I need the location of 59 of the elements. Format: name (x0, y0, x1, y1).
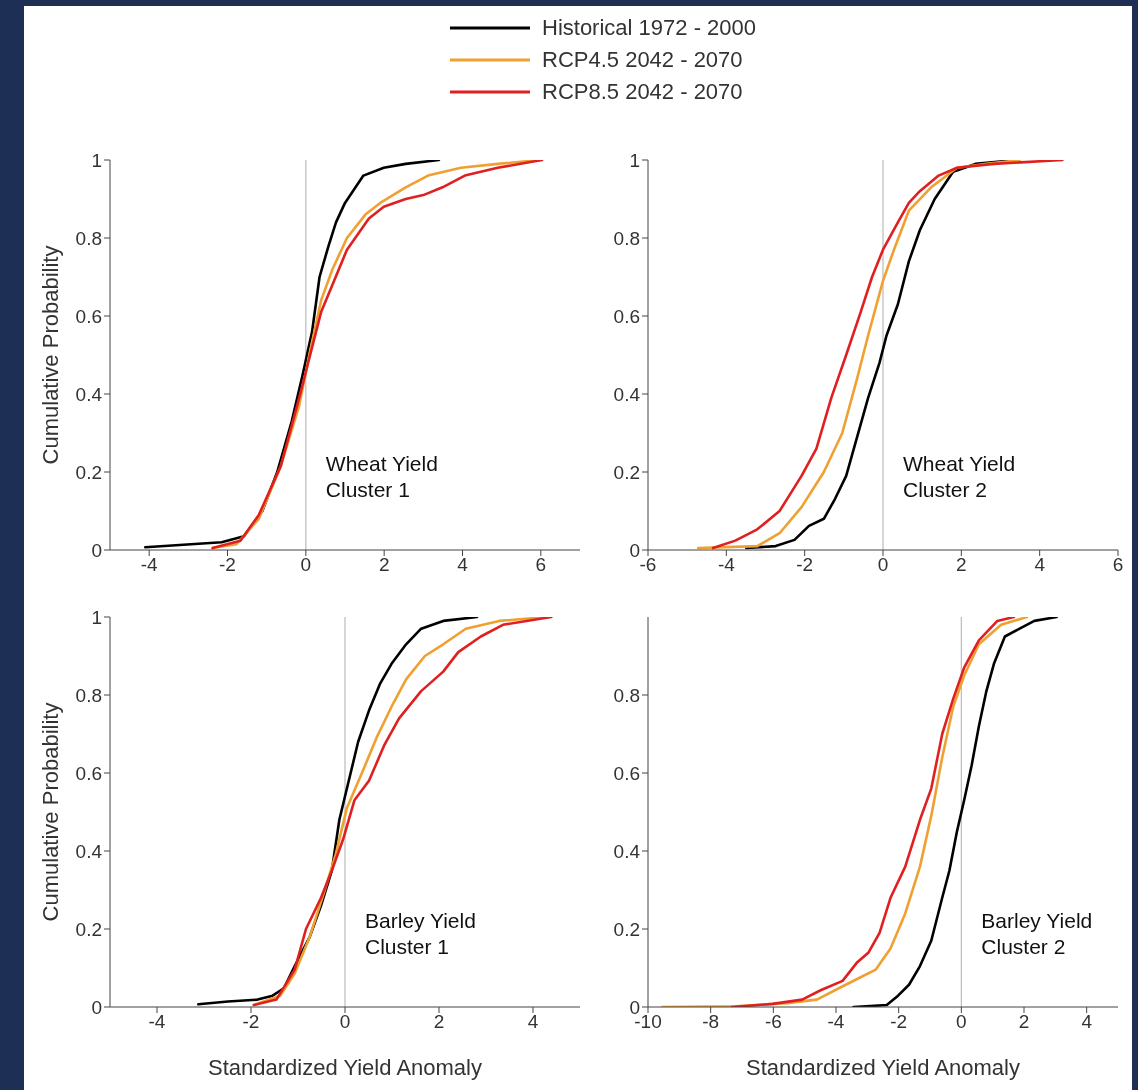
y-tick-label: 0 (629, 539, 640, 561)
y-tick-label: 0.8 (75, 684, 102, 706)
x-tick-label: 6 (535, 554, 547, 576)
x-axis-title: Standardized Yield Anomaly (746, 1055, 1020, 1080)
x-tick-label: -2 (890, 1011, 908, 1033)
y-tick-label: 0.8 (613, 227, 640, 249)
y-tick-label: 0 (91, 539, 102, 561)
x-tick-label: -6 (639, 554, 657, 576)
x-tick-label: -2 (796, 554, 814, 576)
y-tick-label: 0.2 (75, 461, 102, 483)
x-tick-label: -4 (140, 554, 159, 576)
legend-label: Historical 1972 - 2000 (542, 15, 757, 41)
x-tick-label: -8 (702, 1011, 720, 1033)
x-tick-label: 4 (527, 1011, 539, 1033)
x-tick-label: 4 (457, 554, 469, 576)
annotation: Barley Yield Cluster 2 (981, 907, 1093, 960)
y-tick-label: 0.6 (613, 305, 640, 327)
y-tick-label: 0.4 (613, 840, 641, 862)
x-tick-label: 6 (1112, 554, 1124, 576)
y-tick-label: 0.2 (613, 918, 640, 940)
line-series (711, 160, 1064, 550)
y-axis-title: Cumulative Probability (37, 702, 63, 922)
legend-label: RCP8.5 2042 - 2070 (542, 79, 743, 105)
x-tick-label: 0 (956, 1011, 967, 1033)
x-tick-label: 2 (1018, 1011, 1030, 1033)
y-tick-label: 0 (91, 996, 102, 1018)
x-tick-label: 2 (433, 1011, 445, 1033)
y-tick-label: 0.6 (613, 762, 640, 784)
x-tick-label: 2 (378, 554, 390, 576)
y-tick-label: 0.2 (75, 918, 102, 940)
x-tick-label: -2 (242, 1011, 260, 1033)
x-tick-label: -4 (717, 554, 736, 576)
y-tick-label: 0.6 (75, 305, 102, 327)
legend-label: RCP4.5 2042 - 2070 (542, 47, 743, 73)
x-tick-label: -4 (148, 1011, 166, 1033)
x-axis-title: Standardized Yield Anomaly (208, 1055, 482, 1080)
y-tick-label: 0.6 (75, 762, 102, 784)
y-tick-label: 0.2 (613, 461, 640, 483)
x-tick-label: 2 (956, 554, 967, 576)
annotation: Wheat Yield Cluster 2 (903, 450, 1016, 503)
y-tick-label: 1 (91, 606, 102, 628)
annotation: Barley Yield Cluster 1 (365, 907, 476, 960)
y-tick-label: 0.8 (613, 684, 640, 706)
x-tick-label: 4 (1081, 1011, 1093, 1033)
y-tick-label: 0.4 (613, 383, 641, 405)
y-tick-label: 0.4 (75, 383, 103, 405)
x-tick-label: -6 (764, 1011, 782, 1033)
y-tick-label: 1 (91, 149, 102, 171)
x-tick-label: 0 (339, 1011, 351, 1033)
y-tick-label: 0.8 (75, 227, 102, 249)
x-tick-label: -4 (827, 1011, 845, 1033)
x-tick-label: 4 (1034, 554, 1046, 576)
x-tick-label: -2 (219, 554, 236, 576)
y-axis-title: Cumulative Probability (37, 245, 63, 465)
y-tick-label: 0.4 (75, 840, 103, 862)
y-tick-label: 1 (629, 149, 640, 171)
x-tick-label: 0 (300, 554, 312, 576)
x-tick-label: 0 (877, 554, 889, 576)
annotation: Wheat Yield Cluster 1 (325, 450, 438, 503)
